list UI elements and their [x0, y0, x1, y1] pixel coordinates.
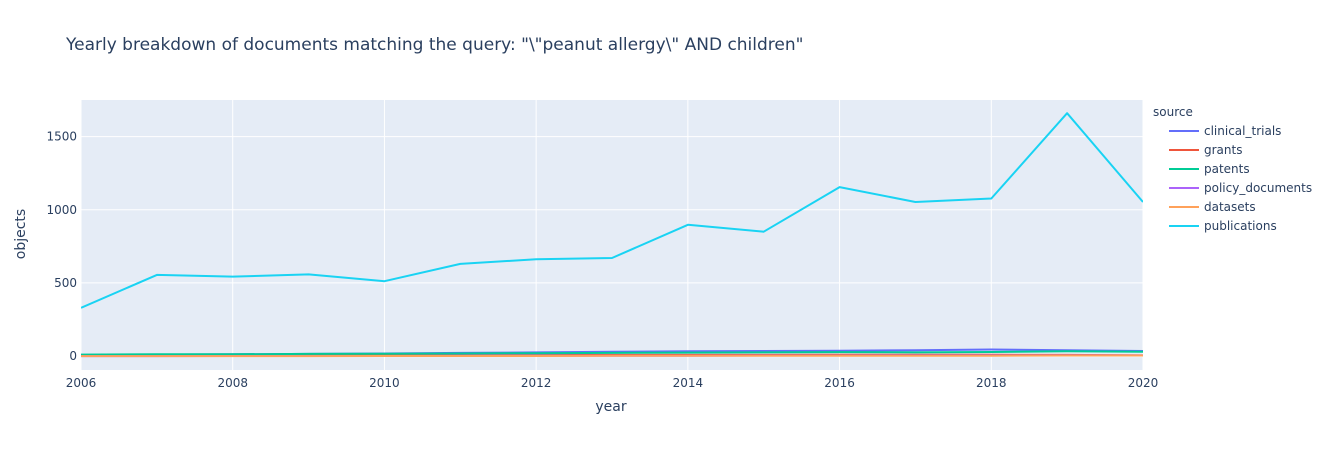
x-tick-label: 2020 [1128, 376, 1159, 390]
series-line-datasets [81, 354, 1143, 358]
legend-label: grants [1204, 143, 1242, 157]
x-tick-label: 2018 [976, 376, 1007, 390]
x-tick-label: 2014 [673, 376, 704, 390]
x-axis-title: year [595, 399, 626, 415]
y-tick-labels: 0 500 1000 1500 [46, 130, 77, 364]
y-tick-label: 1000 [46, 203, 77, 217]
plot-area [81, 100, 1143, 370]
legend-label: datasets [1204, 200, 1256, 214]
x-tick-label: 2006 [66, 376, 97, 390]
legend-label: clinical_trials [1204, 124, 1281, 138]
y-axis-title: objects [13, 209, 29, 259]
x-tick-label: 2012 [521, 376, 552, 390]
x-gridlines [80, 100, 1144, 370]
legend-label: publications [1204, 219, 1277, 233]
y-tick-label: 500 [54, 276, 77, 290]
legend-label: patents [1204, 162, 1250, 176]
series-line-patents [81, 350, 1143, 356]
x-tick-labels: 2006 2008 2010 2012 2014 2016 2018 2020 [66, 376, 1159, 390]
chart-title: Yearly breakdown of documents matching t… [65, 35, 803, 55]
y-tick-label: 1500 [46, 130, 77, 144]
x-tick-label: 2010 [369, 376, 400, 390]
series-line-publications [81, 112, 1143, 309]
y-tick-label: 0 [69, 349, 77, 363]
legend-title: source [1153, 105, 1193, 119]
x-tick-label: 2008 [217, 376, 248, 390]
x-tick-label: 2016 [824, 376, 855, 390]
series-lines [81, 112, 1143, 358]
legend-label: policy_documents [1204, 181, 1312, 195]
